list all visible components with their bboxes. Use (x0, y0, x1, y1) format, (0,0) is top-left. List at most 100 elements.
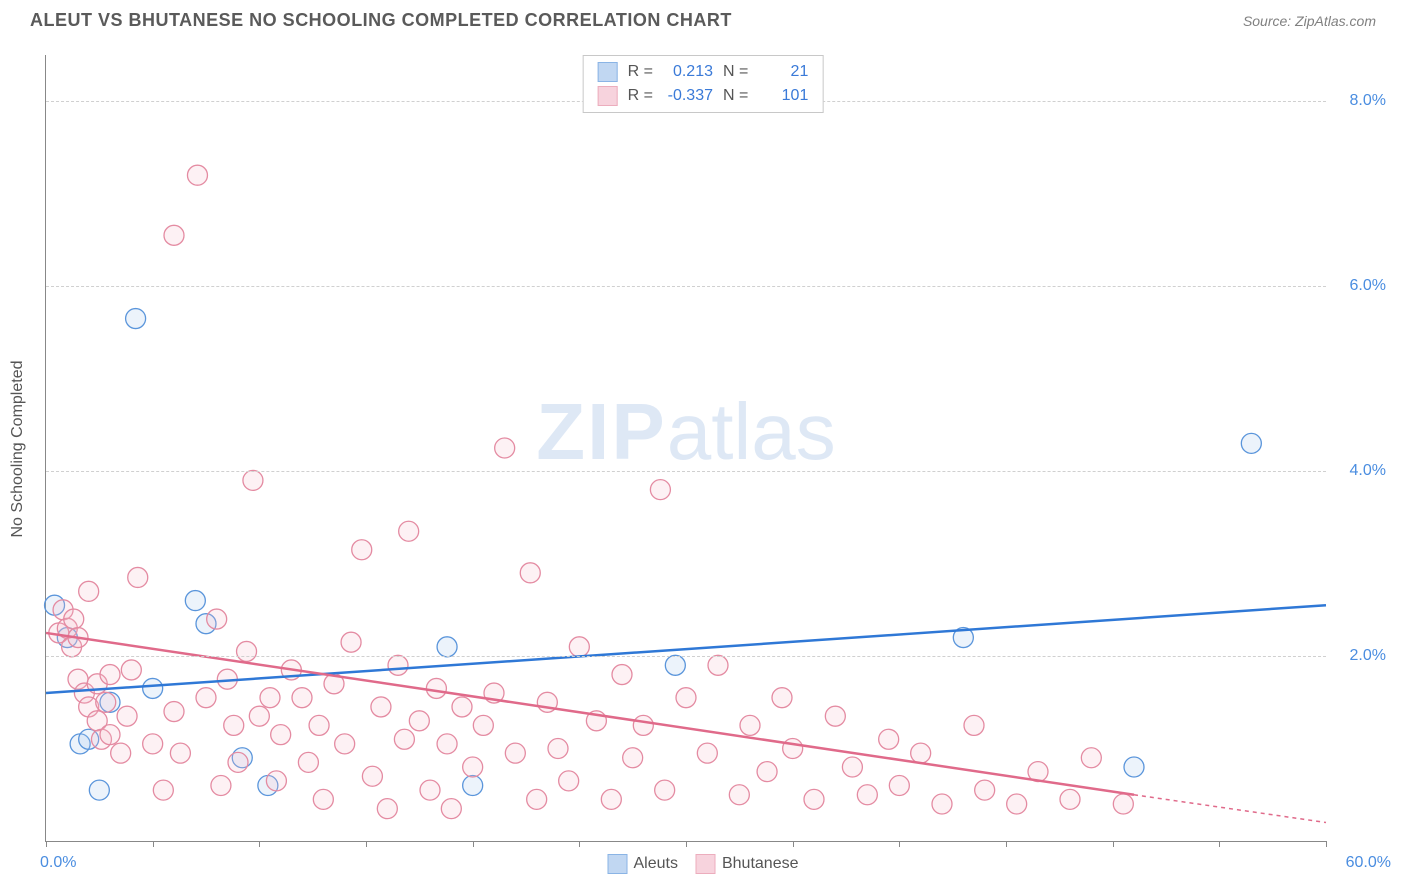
r-value: 0.213 (663, 63, 713, 81)
source-label: Source: ZipAtlas.com (1243, 13, 1376, 29)
r-value: -0.337 (663, 87, 713, 105)
data-point (1007, 794, 1027, 814)
stats-legend-row: R = 0.213 N = 21 (594, 60, 813, 84)
data-point (879, 729, 899, 749)
data-point (437, 637, 457, 657)
plot-area: No Schooling Completed ZIPatlas 2.0%4.0%… (45, 55, 1326, 842)
data-point (857, 785, 877, 805)
data-point (196, 688, 216, 708)
data-point (153, 780, 173, 800)
data-point (143, 734, 163, 754)
data-point (89, 780, 109, 800)
chart-title: ALEUT VS BHUTANESE NO SCHOOLING COMPLETE… (30, 10, 732, 31)
data-point (1081, 748, 1101, 768)
data-point (548, 739, 568, 759)
data-point (228, 752, 248, 772)
y-tick-label: 4.0% (1350, 462, 1386, 480)
data-point (697, 743, 717, 763)
y-tick-label: 2.0% (1350, 647, 1386, 665)
data-point (676, 688, 696, 708)
data-point (804, 789, 824, 809)
data-point (335, 734, 355, 754)
data-point (1060, 789, 1080, 809)
data-point (463, 776, 483, 796)
data-point (527, 789, 547, 809)
data-point (1113, 794, 1133, 814)
data-point (559, 771, 579, 791)
data-point (612, 665, 632, 685)
data-point (772, 688, 792, 708)
data-point (708, 655, 728, 675)
trend-line (46, 633, 1134, 795)
data-point (96, 692, 116, 712)
data-point (362, 766, 382, 786)
data-point (473, 715, 493, 735)
stats-legend-row: R = -0.337 N = 101 (594, 84, 813, 108)
data-point (341, 632, 361, 652)
data-point (266, 771, 286, 791)
y-tick-label: 6.0% (1350, 277, 1386, 295)
n-label: N = (723, 63, 748, 81)
data-point (100, 665, 120, 685)
y-axis-label: No Schooling Completed (9, 360, 27, 537)
data-point (729, 785, 749, 805)
data-point (164, 225, 184, 245)
data-point (121, 660, 141, 680)
data-point (111, 743, 131, 763)
data-point (740, 715, 760, 735)
trend-line-extrapolated (1134, 795, 1326, 823)
data-point (100, 725, 120, 745)
data-point (633, 715, 653, 735)
data-point (377, 799, 397, 819)
data-point (187, 165, 207, 185)
data-point (932, 794, 952, 814)
data-point (964, 715, 984, 735)
data-point (298, 752, 318, 772)
data-point (243, 470, 263, 490)
data-point (126, 309, 146, 329)
data-point (309, 715, 329, 735)
legend-item: Bhutanese (696, 854, 799, 874)
data-point (650, 480, 670, 500)
data-point (601, 789, 621, 809)
data-point (911, 743, 931, 763)
n-value: 21 (758, 63, 808, 81)
data-point (271, 725, 291, 745)
data-point (655, 780, 675, 800)
data-point (128, 567, 148, 587)
data-point (975, 780, 995, 800)
legend-label: Aleuts (634, 855, 678, 873)
data-point (64, 609, 84, 629)
data-point (757, 762, 777, 782)
r-label: R = (628, 63, 653, 81)
data-point (623, 748, 643, 768)
data-point (437, 734, 457, 754)
data-point (665, 655, 685, 675)
data-point (783, 739, 803, 759)
data-point (495, 438, 515, 458)
data-point (352, 540, 372, 560)
data-point (463, 757, 483, 777)
series-legend: Aleuts Bhutanese (608, 854, 799, 874)
data-point (170, 743, 190, 763)
legend-label: Bhutanese (722, 855, 799, 873)
data-point (143, 678, 163, 698)
data-point (399, 521, 419, 541)
x-axis-max-label: 60.0% (1346, 854, 1391, 872)
legend-swatch (608, 854, 628, 874)
n-label: N = (723, 87, 748, 105)
data-point (452, 697, 472, 717)
data-point (505, 743, 525, 763)
data-point (842, 757, 862, 777)
data-point (520, 563, 540, 583)
data-point (313, 789, 333, 809)
data-point (260, 688, 280, 708)
data-point (79, 581, 99, 601)
data-point (117, 706, 137, 726)
stats-legend: R = 0.213 N = 21 R = -0.337 N = 101 (583, 55, 824, 113)
data-point (164, 702, 184, 722)
data-point (185, 591, 205, 611)
data-point (388, 655, 408, 675)
y-tick-label: 8.0% (1350, 92, 1386, 110)
data-point (1124, 757, 1144, 777)
